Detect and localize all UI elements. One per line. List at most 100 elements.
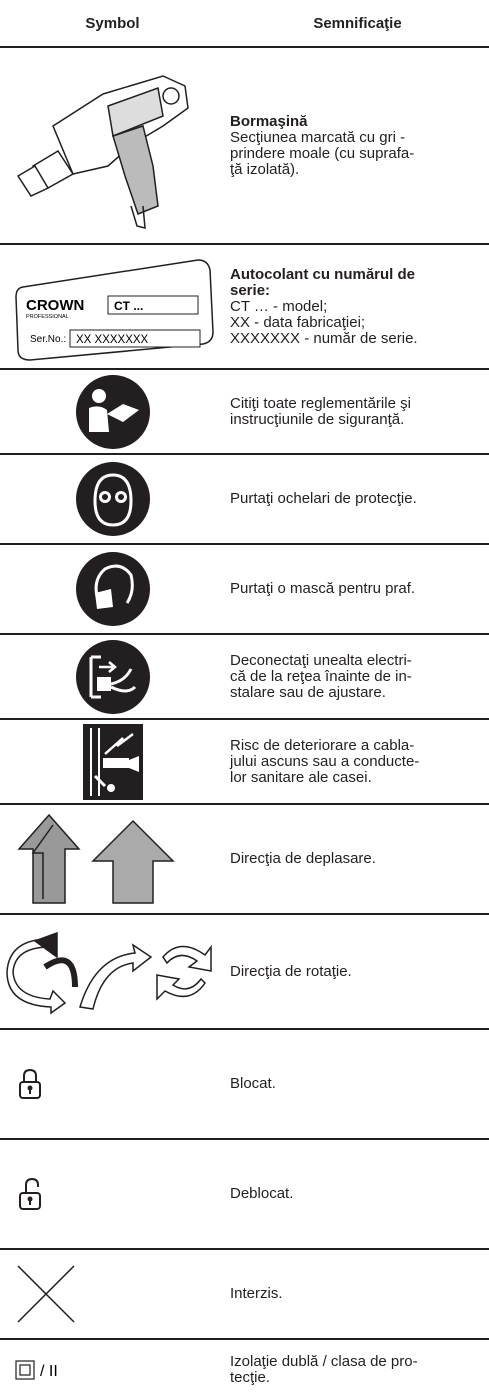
icon-part [19,1364,31,1376]
icon-part [162,944,212,972]
symbol-cell [0,720,225,803]
icon-part [106,86,164,137]
icon-part [106,783,115,792]
icon-part [75,552,150,626]
meaning-line: tecţie. [230,1369,271,1386]
meaning-cell: Autocolant cu numărul de serie: CT … - m… [230,245,485,368]
sticker-icon: CROWN PROFESSIONAL CT ... Ser.No.: XX XX… [14,258,214,361]
mask-icon [75,552,150,626]
read-manual-icon [75,374,150,449]
insulation-label: / II [40,1363,58,1380]
sticker-sub: PROFESSIONAL [26,314,69,320]
sticker-serial: XX XXXXXXX [76,334,149,346]
icon-part [94,589,113,609]
icon-part [161,86,180,105]
row: Interzis. [0,1250,489,1340]
icon-part [75,639,150,714]
icon-part [102,757,129,768]
symbol-cell [0,545,225,633]
row: Risc de deteriorare a cabla- jului ascun… [0,720,489,805]
icon-part [16,813,81,904]
icon-part [91,388,106,403]
goggles-icon [75,462,150,536]
hidden-cable-icon [82,723,143,800]
symbol-cell [0,1250,225,1338]
icon-part [156,973,206,1001]
icon-part [88,405,109,432]
meaning-line: Direcţia de rotaţie. [230,962,352,980]
meaning-cell: Bormaşină Secţiunea marcată cu gri - pri… [230,48,485,243]
meaning-cell: Direcţia de deplasare. [230,805,485,913]
symbol-cell [0,805,225,913]
symbol-cell [0,635,225,718]
meaning-cell: Purtaţi ochelari de protecţie. [230,455,485,543]
meaning-line: Purtaţi ochelari de protecţie. [230,490,417,507]
meaning-line: lor sanitare ale casei. [230,768,372,786]
row: Blocat. [0,1030,489,1140]
drill-icon [16,74,189,229]
icon-part [75,462,150,536]
meaning-title: serie: [230,281,271,299]
icon-part [43,956,78,987]
icon-part [15,1360,35,1380]
lock-icon [19,1068,41,1099]
row: CROWN PROFESSIONAL CT ... Ser.No.: XX XX… [0,245,489,370]
icon-part [23,1068,37,1082]
meaning-line: Deconectaţi unealta electri- [230,651,412,669]
meaning-line: Risc de deteriorare a cabla- [230,736,415,754]
meaning-title: Bormaşină [230,112,308,130]
icon-part [111,124,159,215]
symbol-cell: / II [0,1340,225,1400]
icon-part [29,1088,31,1094]
meaning-cell: Blocat. [230,1030,485,1138]
row: Deconectaţi unealta electri- că de la re… [0,635,489,720]
double-insulation-icon: / II [15,1360,58,1380]
sticker-model: CT ... [114,299,143,313]
icon-part [117,494,124,500]
icon-part [89,655,101,698]
meaning-cell: Deconectaţi unealta electri- că de la re… [230,635,485,718]
meaning-line: XX - data fabricaţiei; [230,313,366,331]
symbol-cell [0,455,225,543]
icon-part [103,732,134,755]
sticker-serial-label: Ser.No.: [30,334,66,345]
icon-part [106,403,139,422]
symbol-cell: CROWN PROFESSIONAL CT ... Ser.No.: XX XX… [0,245,225,368]
meaning-line: instrucţiunile de siguranţă. [230,410,405,428]
meaning-line: Purtaţi o mască pentru praf. [230,580,416,597]
meaning-cell: Interzis. [230,1250,485,1338]
meaning-cell: Purtaţi o mască pentru praf. [230,545,485,633]
meaning-line: Izolaţie dublă / clasa de pro- [230,1353,418,1370]
icon-part [109,667,136,692]
icon-part [33,931,58,958]
icon-part [31,824,54,899]
meaning-line: Interzis. [230,1285,283,1302]
meaning-title: Autocolant cu numărul de [230,265,416,283]
icon-part [101,494,108,500]
meaning-cell: Risc de deteriorare a cabla- jului ascun… [230,720,485,803]
unplug-icon [75,639,150,714]
meaning-cell: Deblocat. [230,1140,485,1248]
symbol-cell [0,1030,225,1138]
meaning-line: stalare sau de ajustare. [230,683,386,701]
meaning-cell: Direcţia de rotaţie. [230,915,485,1028]
icon-part [79,942,153,1010]
row: / II Izolaţie dublă / clasa de pro- tecţ… [0,1340,489,1400]
symbol-cell [0,48,225,243]
row: Bormaşină Secţiunea marcată cu gri - pri… [0,48,489,245]
icon-part [16,164,49,197]
meaning-line: Secţiunea marcată cu gri - [230,128,406,146]
rotation-icon [6,931,212,1014]
cross-icon [17,1265,75,1323]
header-cell: Symbol [85,14,140,32]
icon-part [90,819,175,904]
icon-part [96,676,111,691]
serial-box [69,329,200,347]
sticker-brand: CROWN [26,297,84,314]
header-cell: Semnificaţie [313,14,402,32]
row: Direcţia de deplasare. [0,805,489,915]
unlock-icon [19,1177,41,1210]
meaning-line: prindere moale (cu suprafa- [230,144,415,162]
icon-part [128,755,139,772]
